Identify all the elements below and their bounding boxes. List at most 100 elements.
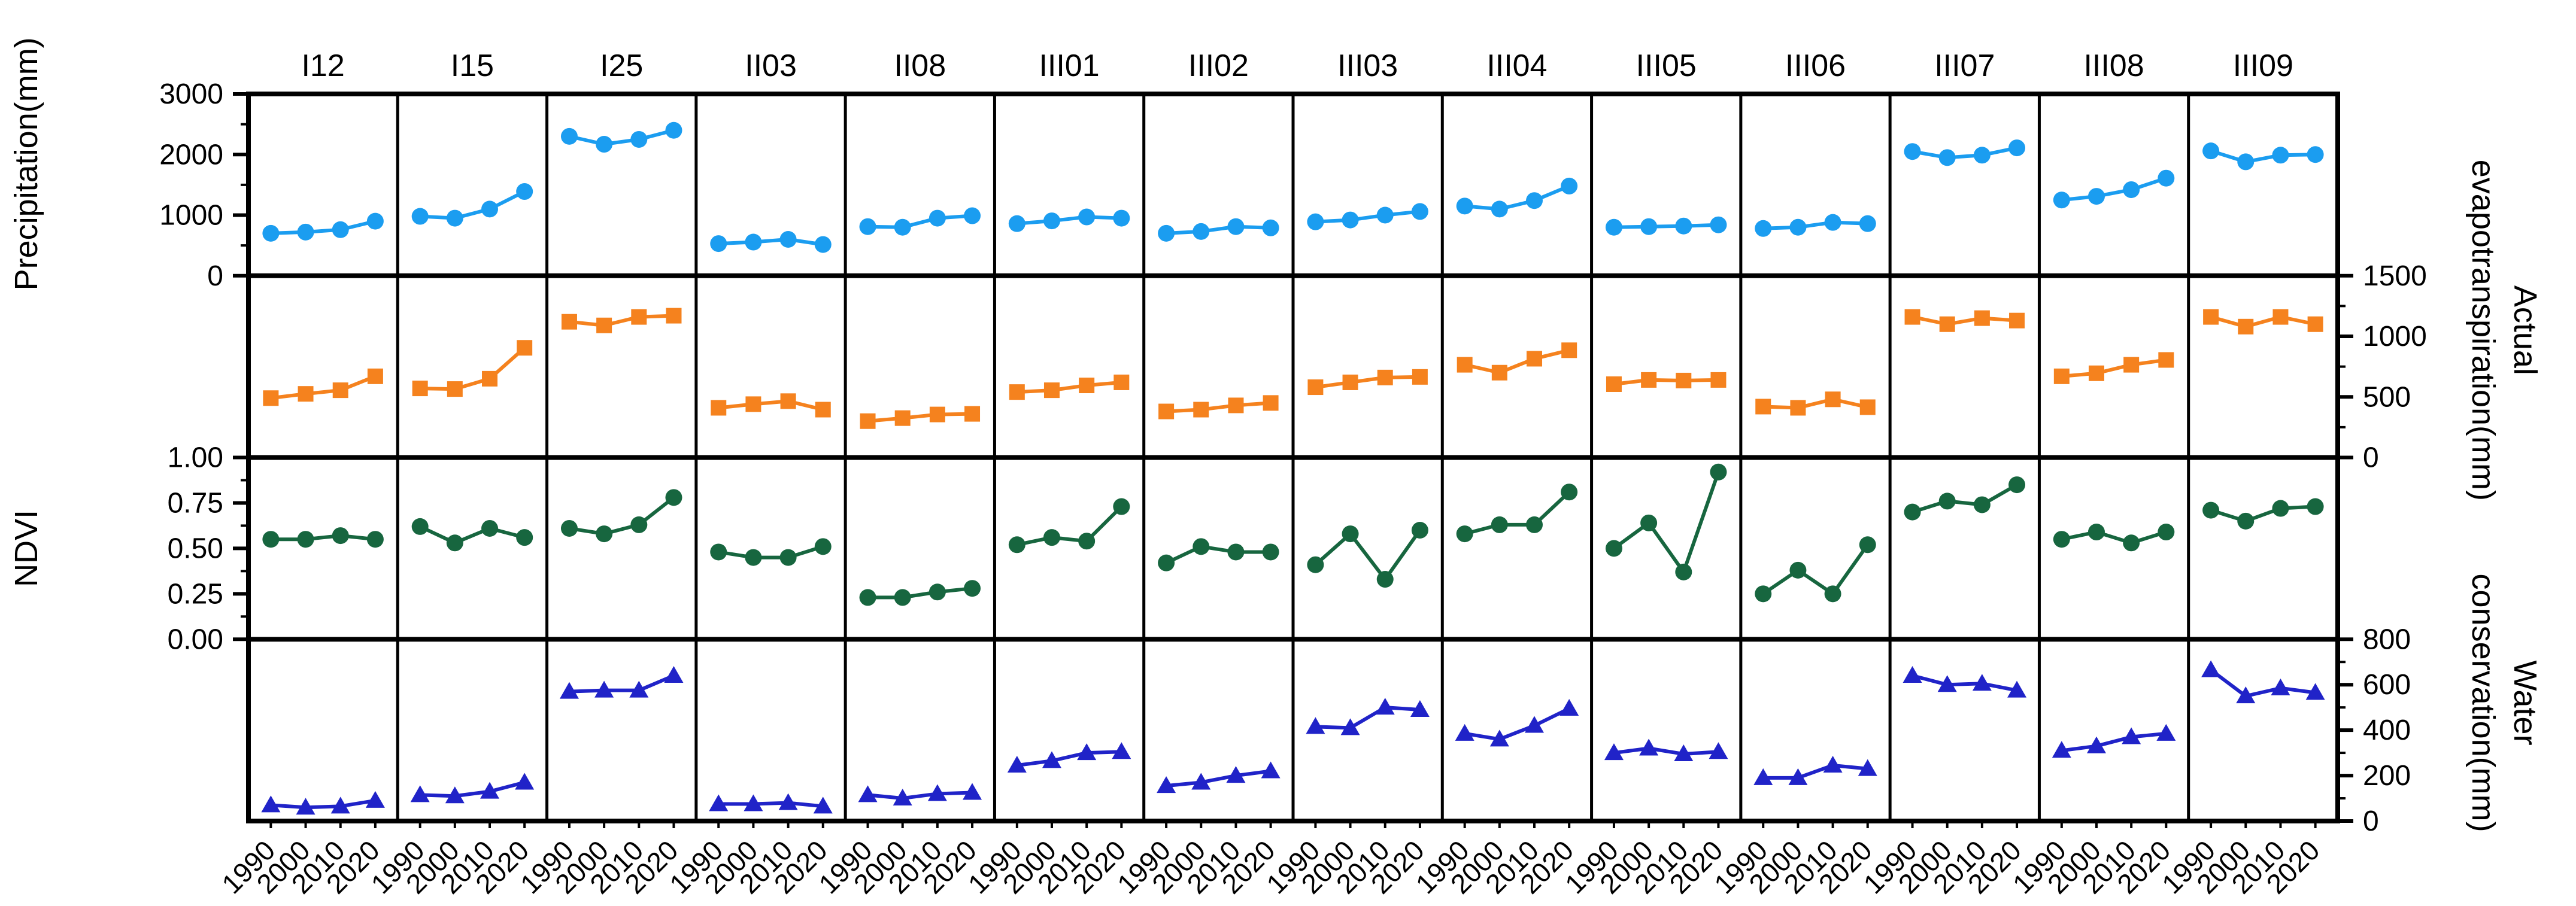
- data-point-ndvi-II03-2000: [745, 549, 762, 566]
- column-header-I12: I12: [301, 48, 344, 83]
- y-tick-label-ndvi-1.00: 1.00: [168, 442, 223, 474]
- data-point-precipitation-III01-1990: [1008, 215, 1025, 232]
- data-point-ndvi-III07-1990: [1904, 503, 1921, 521]
- data-point-ndvi-III08-2010: [2123, 534, 2140, 552]
- data-point-water_conservation-III05-2020: [1709, 742, 1728, 759]
- data-point-precipitation-III04-2000: [1491, 200, 1508, 218]
- data-point-water_conservation-I15-1990: [410, 785, 430, 802]
- series-line-precipitation-III04: [1463, 184, 1571, 211]
- data-point-water_conservation-I25-2020: [664, 666, 684, 683]
- data-point-actual_evapotranspiration-III08-2020: [2158, 352, 2174, 368]
- data-point-actual_evapotranspiration-II08-2020: [964, 406, 981, 422]
- data-point-water_conservation-III03-2010: [1375, 698, 1395, 715]
- data-point-water_conservation-III01-2000: [1042, 751, 1061, 768]
- series-line-precipitation-III06: [1761, 220, 1870, 230]
- data-point-ndvi-III06-2020: [1859, 536, 1876, 554]
- column-header-II03: II03: [745, 48, 797, 83]
- data-point-water_conservation-I12-2010: [330, 796, 350, 814]
- data-point-actual_evapotranspiration-II03-2000: [745, 396, 761, 412]
- data-point-actual_evapotranspiration-I15-1990: [412, 381, 428, 397]
- data-point-precipitation-III08-2010: [2123, 181, 2140, 198]
- data-point-water_conservation-I25-2010: [629, 680, 649, 698]
- data-point-water_conservation-III06-2000: [1788, 768, 1808, 785]
- data-point-precipitation-III01-2000: [1043, 212, 1060, 230]
- data-point-actual_evapotranspiration-I12-2020: [367, 368, 383, 384]
- data-point-precipitation-III04-2020: [1561, 177, 1578, 194]
- y-tick-label-ndvi-0.25: 0.25: [168, 578, 223, 610]
- data-point-actual_evapotranspiration-III03-1990: [1307, 379, 1324, 396]
- data-point-ndvi-I12-1990: [262, 531, 280, 548]
- data-point-ndvi-I25-2020: [665, 489, 682, 506]
- data-point-ndvi-III05-2020: [1710, 463, 1727, 481]
- series-line-ndvi-I25: [567, 495, 676, 536]
- series-line-actual_evapotranspiration-III08: [2059, 358, 2168, 378]
- series-line-actual_evapotranspiration-III02: [1164, 401, 1273, 414]
- data-point-precipitation-II08-2020: [964, 207, 981, 224]
- series-line-actual_evapotranspiration-I15: [418, 346, 527, 391]
- data-point-precipitation-III07-2020: [2008, 139, 2026, 157]
- series-line-water_conservation-III07: [1910, 674, 2019, 692]
- data-point-ndvi-I15-2010: [481, 519, 499, 537]
- data-point-precipitation-I25-2010: [630, 130, 648, 148]
- series-line-precipitation-III08: [2059, 176, 2168, 202]
- y-tick-label-actual_evapotranspiration-0: 0: [2363, 442, 2379, 474]
- column-header-II08: II08: [894, 48, 946, 83]
- series-line-ndvi-III03: [1313, 528, 1422, 582]
- column-header-III05: III05: [1636, 48, 1697, 83]
- y-tick-label-water_conservation-600: 600: [2363, 669, 2411, 701]
- data-point-precipitation-I12-2000: [297, 223, 314, 241]
- data-point-precipitation-II08-2000: [894, 218, 911, 236]
- data-point-actual_evapotranspiration-II08-2010: [929, 406, 945, 422]
- data-point-actual_evapotranspiration-III09-2000: [2238, 318, 2254, 335]
- data-point-actual_evapotranspiration-III06-2010: [1825, 391, 1841, 408]
- y-tick-label-precipitation-3000: 3000: [159, 78, 223, 110]
- data-point-actual_evapotranspiration-III01-2000: [1043, 382, 1060, 399]
- data-point-actual_evapotranspiration-III05-1990: [1606, 376, 1622, 392]
- column-header-III01: III01: [1039, 48, 1099, 83]
- series-line-water_conservation-II03: [717, 801, 825, 808]
- data-point-water_conservation-II08-1990: [858, 785, 878, 802]
- data-point-water_conservation-II03-2000: [744, 794, 763, 811]
- data-point-water_conservation-II08-2010: [927, 784, 947, 801]
- data-point-water_conservation-III07-1990: [1903, 666, 1922, 683]
- data-point-precipitation-III09-1990: [2202, 142, 2220, 160]
- data-point-water_conservation-II03-2020: [813, 796, 833, 814]
- data-point-ndvi-III04-2000: [1491, 516, 1508, 533]
- series-line-ndvi-III08: [2059, 530, 2168, 545]
- data-point-ndvi-III07-2020: [2008, 476, 2026, 494]
- data-point-actual_evapotranspiration-III06-1990: [1755, 399, 1771, 415]
- data-point-actual_evapotranspiration-III05-2010: [1676, 372, 1692, 388]
- data-point-actual_evapotranspiration-III03-2020: [1412, 369, 1428, 385]
- data-point-precipitation-III03-2020: [1411, 203, 1428, 220]
- series-line-actual_evapotranspiration-I12: [269, 374, 377, 400]
- data-point-precipitation-I25-2000: [596, 136, 613, 153]
- data-point-ndvi-I25-1990: [560, 519, 578, 537]
- data-point-precipitation-III03-2010: [1376, 206, 1394, 224]
- series-line-actual_evapotranspiration-II08: [866, 412, 975, 423]
- data-point-water_conservation-I25-2000: [594, 680, 614, 698]
- data-point-precipitation-III04-2010: [1526, 192, 1543, 209]
- series-line-ndvi-III09: [2209, 504, 2317, 523]
- data-point-water_conservation-III09-2000: [2236, 686, 2256, 704]
- series-line-ndvi-III06: [1761, 543, 1870, 596]
- data-point-actual_evapotranspiration-I15-2010: [482, 370, 498, 387]
- data-point-water_conservation-III08-2010: [2122, 727, 2141, 744]
- data-point-precipitation-I12-1990: [262, 224, 280, 242]
- data-point-actual_evapotranspiration-III03-2000: [1342, 374, 1358, 390]
- data-point-precipitation-I15-2020: [516, 183, 533, 200]
- data-point-ndvi-II03-2010: [779, 549, 797, 566]
- data-point-precipitation-III06-2000: [1789, 218, 1807, 236]
- data-point-ndvi-I15-2020: [516, 529, 533, 546]
- data-point-precipitation-II03-1990: [710, 235, 727, 253]
- data-point-actual_evapotranspiration-III07-2010: [1974, 310, 1990, 326]
- data-point-water_conservation-III01-1990: [1007, 755, 1027, 773]
- series-line-ndvi-III05: [1612, 470, 1721, 574]
- data-point-water_conservation-III07-2020: [2007, 680, 2027, 698]
- data-point-ndvi-III06-1990: [1755, 585, 1772, 603]
- data-point-precipitation-II03-2020: [814, 236, 832, 253]
- data-point-precipitation-I25-2020: [665, 121, 682, 139]
- series-line-ndvi-II03: [717, 545, 825, 560]
- data-point-actual_evapotranspiration-I15-2000: [447, 381, 463, 397]
- data-point-actual_evapotranspiration-III02-1990: [1158, 403, 1175, 419]
- series-line-water_conservation-III08: [2059, 731, 2168, 753]
